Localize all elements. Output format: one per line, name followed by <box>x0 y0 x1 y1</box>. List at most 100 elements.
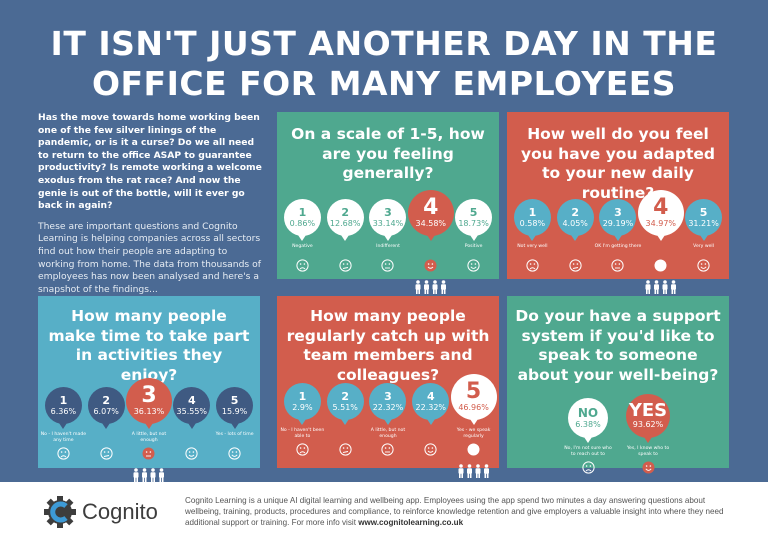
answer-number: 4 <box>423 195 439 220</box>
answer-bubble: 3 33.14% <box>369 199 407 241</box>
answer-option: 1 0.58% Not very well <box>511 180 553 276</box>
answer-label <box>637 244 685 257</box>
footer-description: Cognito Learning is a unique AI digital … <box>185 496 724 527</box>
answer-option: 3 33.14% Indifferent <box>367 180 409 276</box>
answer-number: 3 <box>141 383 157 408</box>
answer-percentage: 5.51% <box>332 402 358 412</box>
happy-face-icon <box>467 257 480 276</box>
highlighted-answer-bubble: 5 46.96% <box>450 374 497 425</box>
intro-question: Has the move towards home working been o… <box>38 112 262 212</box>
answer-percentage: 6.36% <box>50 406 77 416</box>
answer-bubble: 2 6.07% <box>87 387 125 429</box>
answer-option: 4 34.97% <box>637 180 685 298</box>
footer-link[interactable]: www.cognitolearning.co.uk <box>358 518 464 527</box>
answer-percentage: 6.38% <box>575 419 601 429</box>
answer-percentage: 22.32% <box>372 402 404 412</box>
answer-label <box>168 432 216 445</box>
answer-option: 2 6.07% <box>85 368 127 464</box>
answer-option: 4 35.55% <box>171 368 213 464</box>
answer-number: NO <box>577 405 599 420</box>
answer-option: 1 0.86% Negative <box>281 180 323 276</box>
meh-face-icon <box>569 257 582 276</box>
neutral-face-icon <box>381 257 395 276</box>
answer-label: Yes - we speak regularly <box>456 428 491 439</box>
answer-bubble: 1 2.9% <box>283 383 321 425</box>
answer-label: A little, but not enough <box>370 428 406 439</box>
answer-percentage: 15.9% <box>221 406 248 416</box>
meh-face-icon <box>100 445 113 464</box>
smile-face-icon <box>185 445 198 464</box>
answer-percentage: 36.13% <box>133 407 165 416</box>
answer-option: 5 15.9% Yes - lots of time <box>214 368 256 464</box>
people-icon <box>414 279 448 298</box>
answer-option: 1 2.9% No - I haven't been able to <box>280 364 324 460</box>
highlighted-answer-bubble: 4 34.58% <box>407 190 454 241</box>
answer-option: 2 4.05% <box>554 180 596 276</box>
answer-number: 1 <box>528 205 537 219</box>
answer-number: 4 <box>187 393 196 407</box>
happy-face-icon <box>642 459 655 478</box>
neutral-face-icon <box>381 441 395 460</box>
cognito-logo: Cognito <box>44 496 158 528</box>
answer-option: NO 6.38% No, I'm not sure who to reach o… <box>562 382 614 478</box>
answer-percentage: 18.73% <box>458 218 489 228</box>
sad-face-icon <box>581 459 595 478</box>
answer-number: 1 <box>59 393 68 407</box>
answer-bubble: 4 35.55% <box>173 387 211 429</box>
answer-percentage: 22.32% <box>415 402 447 412</box>
answer-percentage: 46.96% <box>458 403 489 412</box>
people-icon <box>457 463 491 482</box>
answer-bubble: 1 0.86% <box>283 199 321 241</box>
answer-label: Indifferent <box>376 244 400 249</box>
answer-number: 1 <box>298 389 307 403</box>
answer-number: 1 <box>298 205 307 219</box>
answer-label <box>82 432 130 445</box>
answer-number: YES <box>628 400 668 421</box>
answer-options: 1 0.58% Not very well 2 4.05% 3 29.19% O… <box>511 180 725 298</box>
answer-bubble: 5 15.9% <box>216 387 254 429</box>
answer-number: 3 <box>384 389 392 403</box>
answer-label: A little, but not enough <box>131 432 167 443</box>
panel-feeling-generally: On a scale of 1-5, how are you feeling g… <box>277 112 499 294</box>
panel-support-system: Do your have a support system if you'd l… <box>507 296 729 474</box>
answer-number: 3 <box>614 205 622 219</box>
footer-text: Cognito Learning is a unique AI digital … <box>185 495 735 528</box>
title-line-1: IT ISN'T JUST ANOTHER DAY IN THE <box>50 24 718 63</box>
answer-option: 3 22.32% A little, but not enough <box>367 364 409 460</box>
answer-options: NO 6.38% No, I'm not sure who to reach o… <box>511 382 725 478</box>
answer-bubble: 2 12.68% <box>326 199 364 241</box>
meh-face-icon <box>339 257 352 276</box>
sad-face-icon <box>296 257 309 276</box>
page-title: IT ISN'T JUST ANOTHER DAY IN THE OFFICE … <box>0 24 768 104</box>
answer-label <box>321 428 369 441</box>
neutral-face-icon <box>142 445 155 464</box>
answer-percentage: 12.68% <box>329 218 361 228</box>
answer-bubble: NO 6.38% <box>568 398 608 443</box>
answer-number: 5 <box>465 379 482 404</box>
answer-bubble: 4 22.32% <box>412 383 450 425</box>
answer-label: No - I haven't made any time <box>40 432 87 443</box>
answer-bubble: 2 4.05% <box>556 199 594 241</box>
answer-label <box>551 244 599 257</box>
panel-title: How many people regularly catch up with … <box>286 307 490 384</box>
answer-percentage: 2.9% <box>292 402 313 412</box>
answer-option: 5 18.73% Positive <box>453 180 495 276</box>
answer-options: 1 6.36% No - I haven't made any time 2 6… <box>40 368 256 486</box>
answer-number: 5 <box>230 393 239 407</box>
panel-title: Do your have a support system if you'd l… <box>515 307 721 384</box>
sad-face-icon <box>526 257 539 276</box>
answer-label <box>321 244 369 257</box>
answer-bubble: 3 29.19% <box>599 199 637 241</box>
answer-number: 2 <box>341 205 350 219</box>
answer-number: 2 <box>102 393 111 407</box>
answer-label: Yes - lots of time <box>215 432 254 437</box>
happy-face-icon <box>228 445 241 464</box>
happy-face-icon <box>697 257 710 276</box>
answer-bubble: 5 31.21% <box>685 199 723 241</box>
answer-option: 2 12.68% <box>324 180 366 276</box>
answer-number: 5 <box>469 205 478 219</box>
smile-face-icon <box>424 441 437 460</box>
answer-percentage: 93.62% <box>632 420 664 429</box>
answer-label: Not very well <box>517 244 548 249</box>
panel-title: On a scale of 1-5, how are you feeling g… <box>291 125 485 182</box>
